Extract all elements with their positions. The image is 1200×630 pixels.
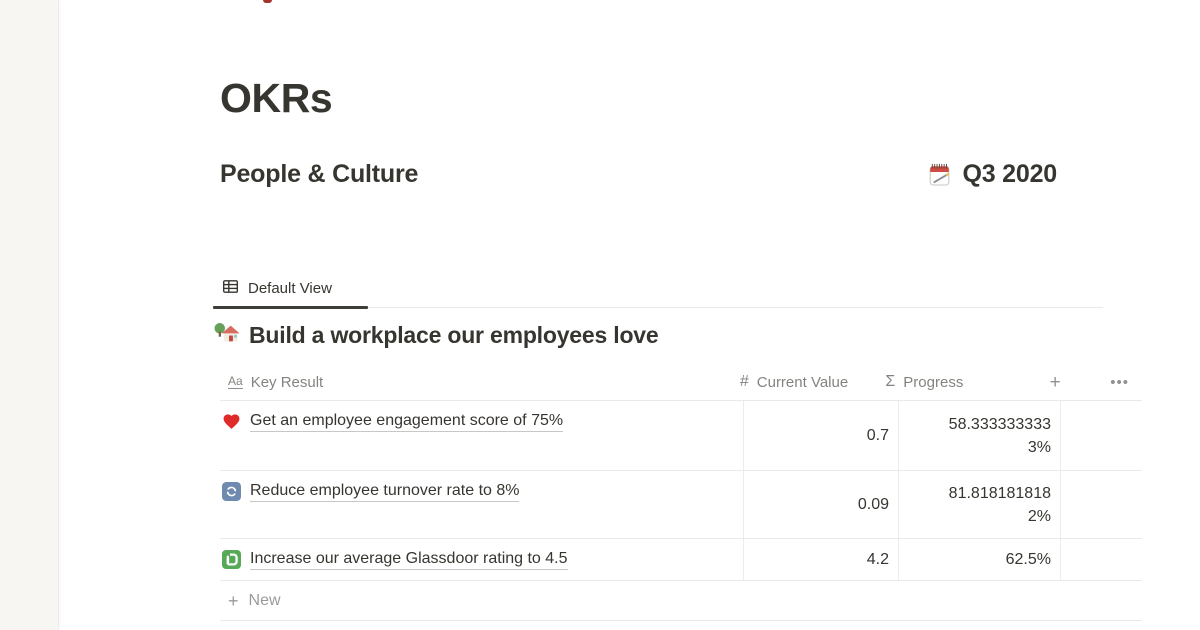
title-property-icon: Aa — [228, 374, 243, 389]
current-value-cell[interactable]: 0.7 — [743, 401, 898, 470]
glassdoor-icon — [222, 550, 241, 569]
period-property: Q3 2020 — [926, 160, 1057, 189]
table-header-row: Aa Key Result # Current Value Σ Progress… — [220, 364, 1142, 401]
number-property-icon: # — [739, 373, 749, 390]
empty-cell — [1060, 471, 1142, 538]
section-header: People & Culture Q3 2020 — [220, 160, 1057, 189]
key-result-link[interactable]: Increase our average Glassdoor rating to… — [250, 549, 568, 570]
add-property-button[interactable]: + — [1049, 371, 1061, 393]
new-row-label: New — [248, 591, 281, 609]
sidebar — [0, 0, 59, 630]
progress-cell: 81.8181818182% — [898, 471, 1060, 538]
period-label: Q3 2020 — [962, 160, 1057, 188]
spiral-calendar-icon — [926, 161, 953, 188]
view-tab-bar: Default View — [213, 269, 1103, 309]
counterclockwise-arrows-icon — [222, 482, 241, 501]
table-row: Get an employee engagement score of 75% … — [220, 401, 1142, 471]
house-with-garden-icon — [213, 319, 240, 351]
clipped-breadcrumb-emoji — [263, 0, 272, 3]
plus-icon: + — [228, 590, 239, 611]
key-result-link[interactable]: Reduce employee turnover rate to 8% — [250, 481, 520, 502]
current-value-cell[interactable]: 0.09 — [743, 471, 898, 538]
progress-cell: 62.5% — [898, 539, 1060, 580]
red-heart-icon — [222, 412, 241, 431]
column-header-current-value[interactable]: # Current Value — [727, 373, 878, 391]
column-header-key-result[interactable]: Aa Key Result — [220, 374, 727, 391]
formula-property-icon: Σ — [885, 373, 896, 390]
column-label: Progress — [903, 373, 964, 391]
progress-value: 81.8181818182% — [948, 484, 1051, 525]
table-view-icon — [222, 278, 239, 299]
key-result-cell[interactable]: Increase our average Glassdoor rating to… — [220, 539, 743, 580]
header-actions: + ••• — [1035, 373, 1142, 392]
new-row-button[interactable]: + New — [220, 581, 1142, 621]
current-value-cell[interactable]: 4.2 — [743, 539, 898, 580]
empty-cell — [1060, 539, 1142, 580]
table-row: Increase our average Glassdoor rating to… — [220, 539, 1142, 581]
key-result-cell[interactable]: Reduce employee turnover rate to 8% — [220, 471, 743, 538]
column-label: Key Result — [250, 373, 324, 391]
key-result-cell[interactable]: Get an employee engagement score of 75% — [220, 401, 743, 470]
table-row: Reduce employee turnover rate to 8% 0.09… — [220, 471, 1142, 539]
column-header-progress[interactable]: Σ Progress — [877, 373, 1034, 391]
tab-label: Default View — [248, 279, 332, 297]
key-result-link[interactable]: Get an employee engagement score of 75% — [250, 411, 564, 432]
progress-value: 62.5% — [1005, 551, 1051, 568]
objective-title: Build a workplace our employees love — [249, 321, 659, 348]
active-tab-underline — [213, 306, 368, 309]
empty-cell — [1060, 401, 1142, 470]
objective-heading: Build a workplace our employees love — [213, 319, 659, 351]
progress-value: 58.3333333333% — [948, 415, 1051, 456]
table-more-button[interactable]: ••• — [1110, 373, 1129, 391]
page-title: OKRs — [220, 75, 333, 122]
column-label: Current Value — [756, 373, 849, 391]
progress-cell: 58.3333333333% — [898, 401, 1060, 470]
tab-default-view[interactable]: Default View — [213, 269, 344, 307]
okr-table: Aa Key Result # Current Value Σ Progress… — [220, 364, 1142, 621]
section-title: People & Culture — [220, 160, 419, 188]
